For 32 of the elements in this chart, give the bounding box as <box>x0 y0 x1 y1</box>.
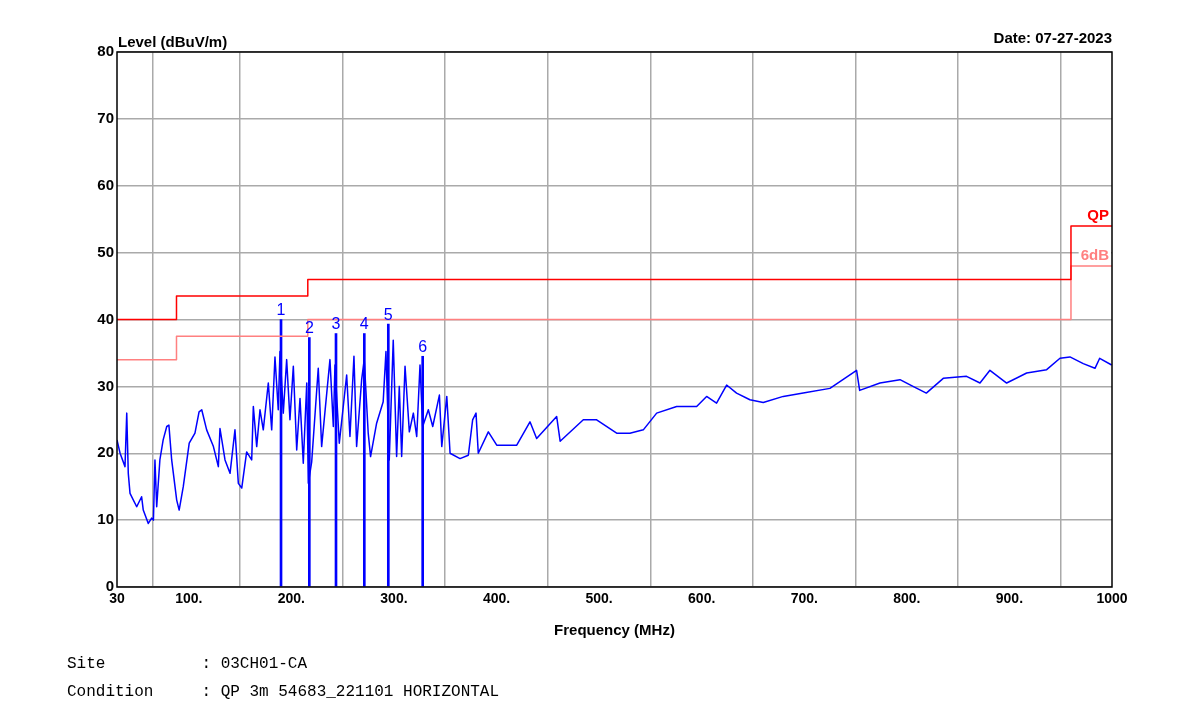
x-tick-label: 900. <box>995 590 1024 607</box>
series-label: QP <box>1087 205 1109 223</box>
y-tick-label: 50 <box>97 242 114 260</box>
x-tick-label: 800. <box>893 590 921 607</box>
x-tick-label: 200. <box>277 590 306 607</box>
y-tick-label: 40 <box>97 309 114 327</box>
x-axis-title: Frequency (MHz) <box>554 621 675 639</box>
x-tick-label: 400. <box>482 590 511 607</box>
text: Date: 07-27-2023 <box>993 28 1112 46</box>
x-tick-label: 100. <box>175 590 203 607</box>
annotation: 2 <box>304 318 314 336</box>
annotation: 6 <box>418 337 428 355</box>
y-tick-label: 20 <box>97 443 114 461</box>
annotation: 5 <box>383 305 393 323</box>
y-tick-label: 70 <box>97 109 114 127</box>
x-tick-label: 700. <box>790 590 818 607</box>
annotation: 3 <box>331 314 341 332</box>
x-tick-label: 300. <box>380 590 408 607</box>
y-axis-title: Level (dBuV/m) <box>118 32 228 50</box>
y-tick-label: 30 <box>97 376 114 394</box>
text: Site : 03CH01-CA <box>67 655 308 673</box>
text: Condition : QP 3m 54683_221101 HORIZONTAL <box>67 683 500 701</box>
annotation: 4 <box>359 314 369 332</box>
series-label: 6dB <box>1080 245 1110 263</box>
annotation: 1 <box>276 300 286 318</box>
x-tick-label: 600. <box>688 590 716 607</box>
x-tick-label: 1000 <box>1096 590 1128 607</box>
x-tick-label: 500. <box>585 590 613 607</box>
y-tick-label: 60 <box>97 175 114 193</box>
y-tick-label: 10 <box>97 510 114 528</box>
y-tick-label: 80 <box>97 42 114 60</box>
x-tick-label: 30 <box>109 590 125 607</box>
